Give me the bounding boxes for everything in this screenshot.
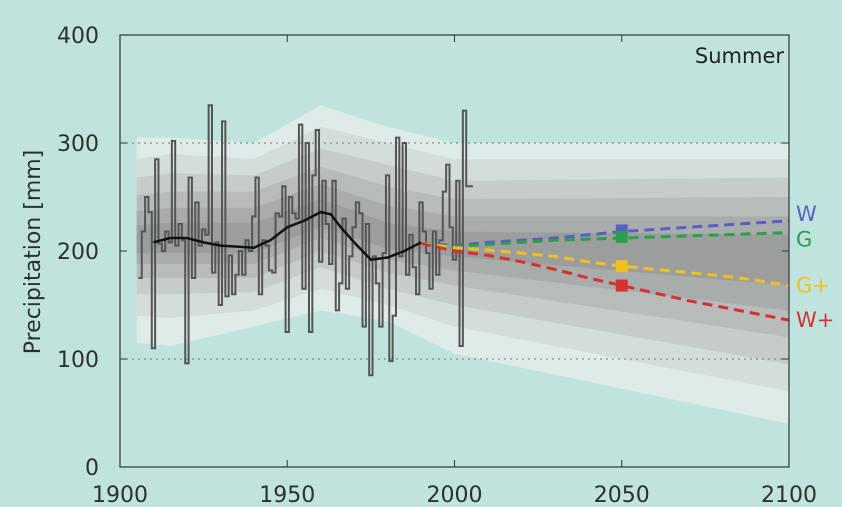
- smoothed-line: [153, 210, 422, 261]
- scenario-marker-W+: [615, 279, 628, 292]
- x-tick-label: 1900: [92, 483, 148, 507]
- scenario-label-G: G: [796, 228, 812, 252]
- scenario-label-G+: G+: [796, 274, 830, 298]
- observed-series: [138, 104, 473, 377]
- y-tick-label: 0: [85, 456, 99, 481]
- y-tick-label: 100: [57, 348, 99, 373]
- scenario-labels: WG G+ W+: [796, 202, 834, 332]
- scenario-marker-G+: [615, 260, 628, 273]
- scenario-line-W+: [420, 241, 790, 322]
- y-tick-label: 200: [57, 240, 99, 265]
- scenario-line-W: [420, 219, 790, 248]
- scenario-line-G: [420, 231, 790, 249]
- scenario-series: [420, 219, 790, 322]
- scenario-label-W: W: [796, 202, 817, 226]
- observed-line: [138, 104, 473, 377]
- smoothed-series: [153, 210, 422, 261]
- y-axis-label: Precipitation [mm]: [21, 150, 46, 355]
- y-tick-label: 300: [57, 132, 99, 157]
- y-axis-ticks: 0 100 200 300 400: [57, 24, 789, 481]
- x-tick-label: 1950: [259, 483, 315, 507]
- x-tick-label: 2100: [761, 483, 817, 507]
- x-tick-label: 2050: [594, 483, 650, 507]
- season-label: Summer: [695, 44, 784, 68]
- x-axis-ticks: 1900 1950 2000 2050 2100: [92, 35, 817, 507]
- scenario-label-W+: W+: [796, 308, 834, 332]
- scenario-line-G+: [420, 241, 790, 288]
- y-tick-label: 400: [57, 24, 99, 49]
- scenario-marker-G: [615, 230, 628, 243]
- x-tick-label: 2000: [427, 483, 483, 507]
